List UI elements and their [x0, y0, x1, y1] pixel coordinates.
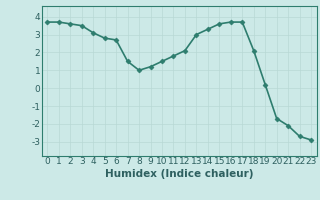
X-axis label: Humidex (Indice chaleur): Humidex (Indice chaleur) [105, 169, 253, 179]
